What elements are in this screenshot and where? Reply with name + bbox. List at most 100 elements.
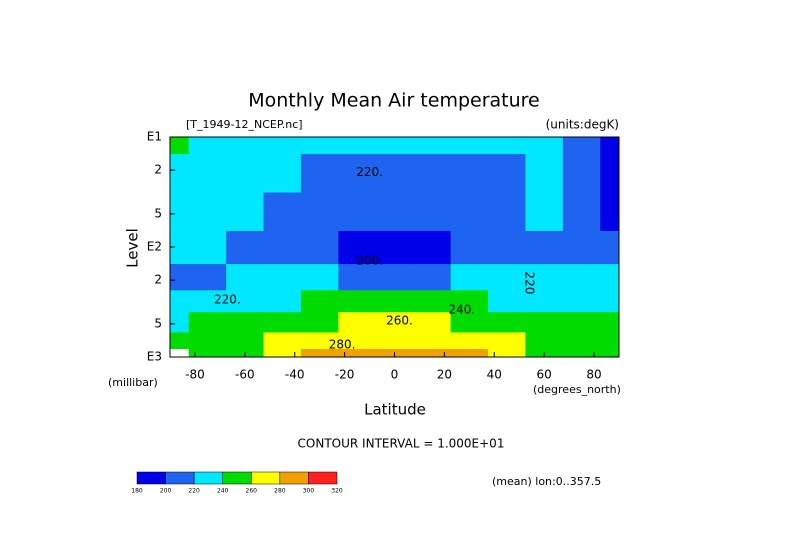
colorbar-label: 240 <box>217 488 229 495</box>
contour-cell <box>226 263 265 291</box>
x-axis-label: Latitude <box>364 401 426 419</box>
contour-cell <box>170 263 190 291</box>
colorbar-box <box>279 471 309 485</box>
y-tick-label: 2 <box>154 163 162 177</box>
contour-cell <box>263 311 302 333</box>
colorbar-box <box>136 471 166 485</box>
y-tick-label: 5 <box>154 316 162 330</box>
contour-label: 240. <box>448 303 475 317</box>
contour-cell <box>525 230 564 265</box>
contour-cell <box>188 311 227 333</box>
contour-cell <box>562 289 601 313</box>
contour-cell <box>338 311 377 333</box>
contour-cell <box>375 263 414 291</box>
contour-label: 220. <box>214 292 241 306</box>
contour-label: 260. <box>386 314 413 328</box>
contour-cell <box>226 230 265 265</box>
contour-cell <box>375 230 414 265</box>
contour-cell <box>188 289 227 313</box>
contour-cell <box>562 331 601 349</box>
contour-cell <box>170 153 190 193</box>
colorbar-label: 300 <box>303 488 315 495</box>
contour-cell <box>562 230 601 265</box>
contour-cell <box>562 153 601 193</box>
contour-cell <box>188 153 227 193</box>
contour-cell <box>300 331 339 349</box>
contour-cell <box>488 192 526 231</box>
contour-cell <box>488 137 526 155</box>
contour-cell <box>226 311 265 333</box>
contour-cell <box>525 311 564 333</box>
colorbar-box <box>222 471 252 485</box>
x-tick-label: 40 <box>487 368 502 382</box>
contour-cell <box>338 331 377 349</box>
contour-cell <box>300 230 339 265</box>
contour-cell <box>413 331 452 349</box>
contour-cell <box>170 331 190 349</box>
contour-cell <box>562 263 601 291</box>
contour-cell <box>338 230 377 265</box>
contour-cell <box>226 192 265 231</box>
contour-cell <box>300 311 339 333</box>
contour-cell <box>300 289 339 313</box>
contour-cell <box>338 153 377 193</box>
contour-cell <box>170 230 190 265</box>
colorbar-label: 180 <box>131 488 143 495</box>
contour-cell <box>525 289 564 313</box>
y-tick-label: E1 <box>147 130 162 144</box>
contour-cell <box>300 137 339 155</box>
contour-cell <box>525 263 564 291</box>
contour-label: 280. <box>329 337 356 351</box>
y-tick-label: E3 <box>147 350 162 364</box>
y-tick-label: E2 <box>147 240 162 254</box>
contour-cell <box>300 348 339 358</box>
contour-cell <box>450 289 489 313</box>
colorbar-box <box>193 471 223 485</box>
contour-cell <box>338 289 377 313</box>
contour-cell <box>450 137 489 155</box>
contour-cell <box>338 192 377 231</box>
colorbar-box <box>251 471 281 485</box>
contour-cell <box>600 230 620 265</box>
contour-cell <box>188 348 227 358</box>
contour-cell <box>600 331 620 349</box>
contour-cell <box>375 192 414 231</box>
contour-cell <box>226 331 265 349</box>
contour-cell <box>600 137 620 155</box>
contour-cell <box>263 263 302 291</box>
contour-cell <box>226 137 265 155</box>
contour-cell <box>375 289 414 313</box>
contour-cell <box>413 348 452 358</box>
colorbar-box <box>165 471 195 485</box>
contour-cell <box>413 192 452 231</box>
x-tick-label: 20 <box>437 368 452 382</box>
contour-cell <box>413 230 452 265</box>
contour-cell <box>413 311 452 333</box>
contour-cell <box>600 348 620 358</box>
contour-cell <box>226 153 265 193</box>
y-tick-label: 2 <box>154 273 162 287</box>
contour-cell <box>413 263 452 291</box>
contour-cell <box>525 153 564 193</box>
contour-cell <box>188 331 227 349</box>
contour-cell <box>600 263 620 291</box>
note: (mean) lon:0..357.5 <box>492 475 601 488</box>
contour-cell <box>338 137 377 155</box>
contour-cell <box>450 348 489 358</box>
contour-cell <box>525 137 564 155</box>
contour-cell <box>413 289 452 313</box>
contour-cell <box>413 153 452 193</box>
contour-label: 220. <box>356 165 383 179</box>
contour-cell <box>300 192 339 231</box>
contour-cell <box>263 348 302 358</box>
colorbar-label: 200 <box>160 488 172 495</box>
contour-cell <box>562 192 601 231</box>
contour-cell <box>338 348 377 358</box>
units: (units:degK) <box>546 118 619 132</box>
y-axis-label: Level <box>124 228 142 268</box>
x-tick-label: -20 <box>335 368 355 382</box>
contour-cell <box>170 192 190 231</box>
contour-cell <box>226 289 265 313</box>
contour-cell <box>562 348 601 358</box>
